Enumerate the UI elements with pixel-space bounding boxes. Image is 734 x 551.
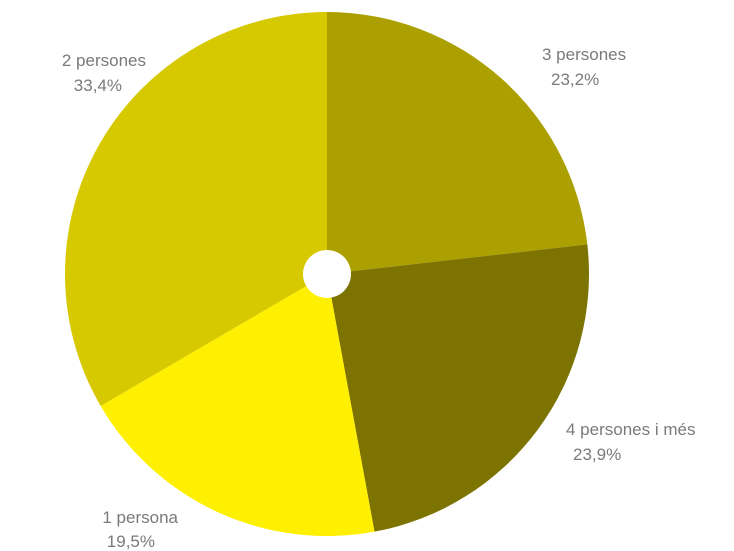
slice-label-2-persones-value: 33,4% (74, 76, 122, 95)
pie-slices (64, 12, 590, 536)
slice-label-3-persones-value: 23,2% (551, 70, 599, 89)
pie-slice-2-persones (64, 12, 327, 406)
slice-label-4-persones-value: 23,9% (573, 445, 621, 464)
pie-center-hole (303, 250, 351, 298)
slice-label-1-persona-value: 19,5% (107, 532, 155, 551)
slice-label-2-persones-name: 2 persones (62, 51, 146, 70)
pie-slice-1-persona (100, 274, 375, 536)
slice-label-3-persones-name: 3 persones (542, 45, 626, 64)
pie-slice-4-persones-i-m-s (327, 244, 590, 532)
slice-label-1-persona-name: 1 persona (102, 508, 178, 527)
pie-slice-3-persones (327, 12, 588, 274)
slice-label-4-persones-name: 4 persones i més (566, 420, 695, 439)
